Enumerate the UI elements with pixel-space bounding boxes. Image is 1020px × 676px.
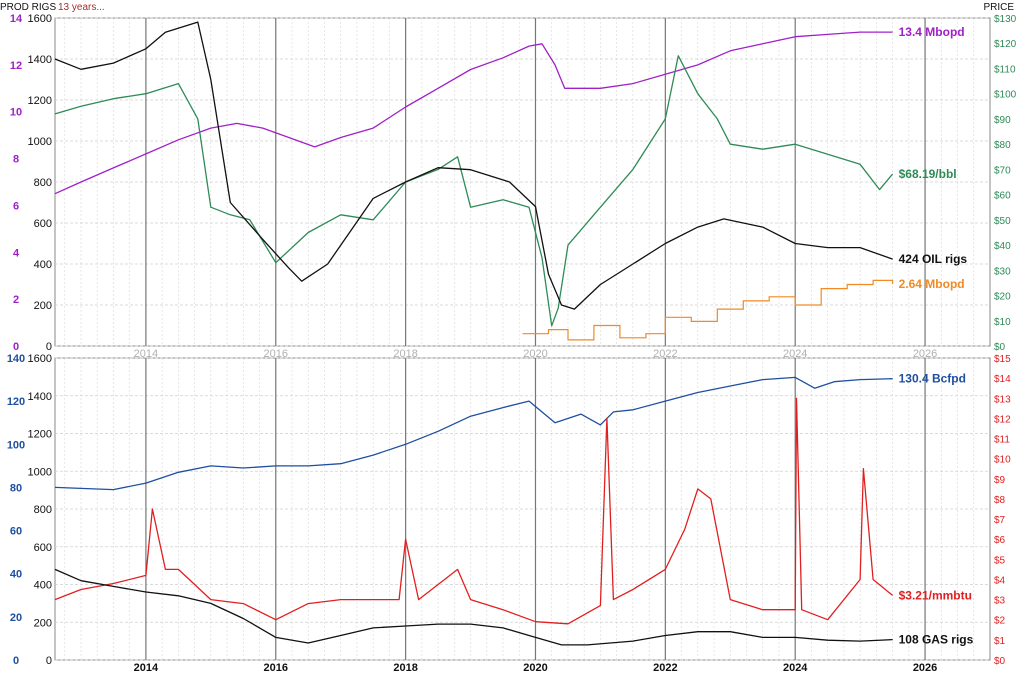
x-tick-label: 2026 (913, 662, 937, 674)
y-tick-price: $0 (994, 342, 1006, 353)
y-tick-prod: 20 (10, 612, 22, 624)
right-axis-header: PRICE (983, 2, 1014, 13)
series-label: 108 GAS rigs (899, 633, 974, 647)
y-tick-prod: 120 (7, 396, 25, 408)
y-tick-prod: 100 (7, 439, 25, 451)
x-tick-label: 2026 (913, 348, 937, 360)
y-tick-prod: 60 (10, 526, 22, 538)
series-label: 130.4 Bcfpd (899, 372, 966, 386)
y-tick-price: $0 (994, 656, 1006, 667)
y-tick-price: $11 (994, 435, 1010, 446)
y-tick-price: $6 (994, 535, 1006, 546)
y-tick-price: $3 (994, 596, 1006, 607)
y-tick-rigs: 1200 (28, 95, 52, 107)
y-tick-prod: 2 (13, 294, 19, 306)
x-tick-label: 2022 (653, 348, 677, 360)
y-tick-prod: 12 (10, 60, 22, 72)
y-tick-price: $15 (994, 354, 1011, 365)
y-tick-rigs: 800 (34, 177, 52, 189)
y-tick-prod: 40 (10, 569, 22, 581)
y-tick-rigs: 1200 (28, 429, 52, 441)
y-tick-prod: 80 (10, 482, 22, 494)
note: 13 years... (58, 2, 105, 13)
y-tick-rigs: 1600 (28, 353, 52, 365)
y-tick-rigs: 1000 (28, 466, 52, 478)
x-tick-label: 2018 (393, 662, 417, 674)
y-tick-rigs: 1000 (28, 136, 52, 148)
series-line (54, 31, 893, 195)
y-tick-rigs: 1600 (28, 13, 52, 25)
y-tick-prod: 140 (7, 353, 25, 365)
series-line (54, 21, 893, 310)
series-line (54, 568, 893, 646)
y-tick-prod: 0 (13, 341, 19, 353)
y-tick-price: $80 (994, 140, 1011, 151)
y-tick-rigs: 1400 (28, 54, 52, 66)
y-tick-rigs: 400 (34, 580, 52, 592)
series-label: $68.19/bbl (899, 167, 957, 181)
x-tick-label: 2024 (783, 662, 808, 674)
y-tick-price: $13 (994, 394, 1011, 405)
y-tick-price: $1 (994, 636, 1006, 647)
series-line (54, 376, 893, 491)
y-tick-price: $4 (994, 575, 1006, 586)
y-tick-price: $9 (994, 475, 1006, 486)
x-tick-label: 2020 (523, 662, 547, 674)
y-tick-rigs: 400 (34, 259, 52, 271)
series-label: $3.21/mmbtu (899, 588, 972, 602)
x-tick-label: 2022 (653, 662, 677, 674)
series-label: 2.64 Mbopd (899, 277, 965, 291)
y-tick-price: $110 (994, 64, 1016, 75)
y-tick-price: $10 (994, 455, 1011, 466)
y-tick-price: $20 (994, 292, 1011, 303)
y-tick-rigs: 600 (34, 218, 52, 230)
x-tick-label: 2018 (393, 348, 417, 360)
series-label: 424 OIL rigs (899, 252, 968, 266)
y-tick-price: $70 (994, 165, 1011, 176)
y-tick-price: $14 (994, 374, 1011, 385)
y-tick-price: $2 (994, 616, 1006, 627)
left-axis-header: PROD RIGS (0, 2, 57, 13)
y-tick-prod: 4 (13, 247, 20, 259)
y-tick-rigs: 0 (46, 655, 52, 667)
y-tick-prod: 10 (10, 107, 22, 119)
y-tick-rigs: 800 (34, 504, 52, 516)
y-tick-prod: 8 (13, 154, 19, 166)
y-tick-price: $50 (994, 216, 1011, 227)
series-line (54, 55, 894, 327)
y-tick-prod: 14 (10, 13, 23, 25)
y-tick-price: $8 (994, 495, 1006, 506)
y-tick-price: $12 (994, 414, 1011, 425)
x-tick-label: 2016 (264, 662, 288, 674)
y-tick-prod: 0 (13, 655, 19, 667)
y-tick-price: $90 (994, 115, 1011, 126)
y-tick-price: $120 (994, 39, 1017, 50)
x-tick-label: 2020 (523, 348, 547, 360)
x-tick-label: 2014 (134, 348, 158, 360)
x-tick-label: 2014 (134, 662, 159, 674)
y-tick-price: $5 (994, 555, 1006, 566)
y-tick-rigs: 200 (34, 300, 52, 312)
y-tick-price: $100 (994, 90, 1017, 101)
y-tick-price: $30 (994, 266, 1011, 277)
y-tick-rigs: 1400 (28, 391, 52, 403)
series-line (522, 279, 894, 341)
y-tick-rigs: 200 (34, 617, 52, 629)
y-tick-price: $7 (994, 515, 1006, 526)
y-tick-rigs: 600 (34, 542, 52, 554)
y-tick-price: $40 (994, 241, 1011, 252)
series-line (54, 397, 894, 625)
x-tick-label: 2016 (264, 348, 288, 360)
y-tick-price: $60 (994, 191, 1011, 202)
y-tick-price: $10 (994, 317, 1011, 328)
y-tick-prod: 6 (13, 200, 19, 212)
y-tick-price: $130 (994, 14, 1017, 25)
y-tick-rigs: 0 (46, 341, 52, 353)
series-label: 13.4 Mbopd (899, 25, 965, 39)
x-tick-label: 2024 (783, 348, 807, 360)
